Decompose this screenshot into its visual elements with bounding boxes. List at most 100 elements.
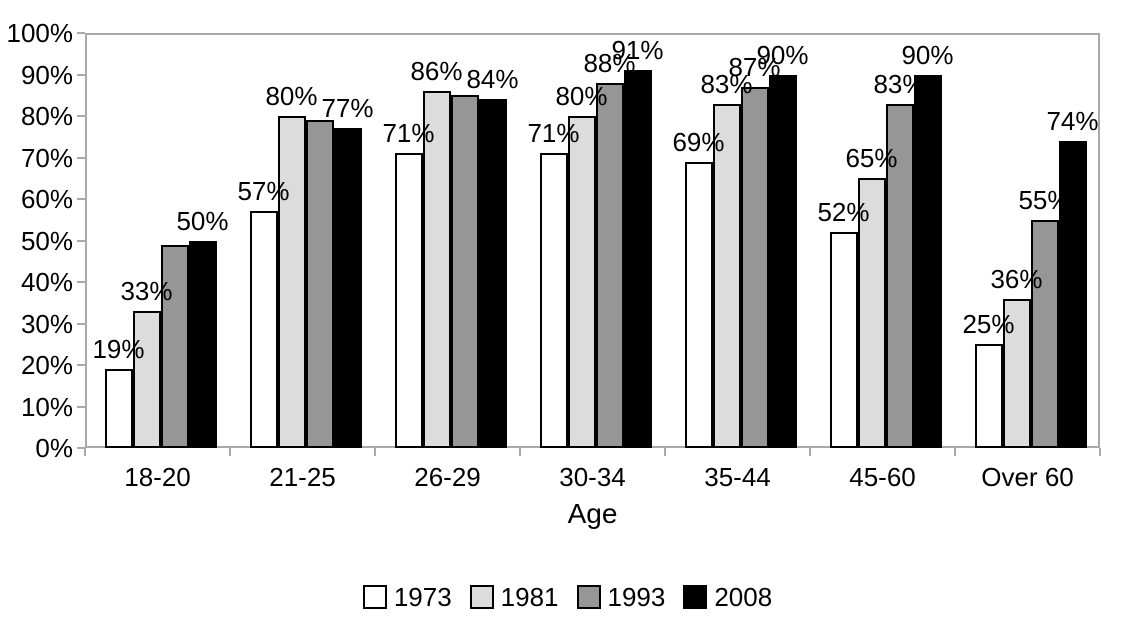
bar-value-label: 57%: [237, 176, 290, 207]
bar-1993-21-25: [305, 120, 334, 448]
y-axis-tick: [77, 239, 85, 242]
bar-value-label: 91%: [611, 35, 664, 66]
y-axis-tick-label: 0%: [35, 433, 73, 463]
bar-2008-21-25: [333, 128, 362, 448]
y-axis-tick-label: 70%: [20, 142, 73, 173]
bar-1973-18-20: [104, 369, 133, 448]
x-axis-category-label: Over 60: [981, 462, 1074, 492]
bar-1993-45-60: [885, 103, 914, 448]
legend-item-1973: 1973: [362, 582, 452, 612]
bar-1981-45-60: [857, 178, 886, 448]
bar-value-label: 65%: [845, 143, 898, 174]
bar-1981-21-25: [277, 116, 306, 448]
bar-1981-18-20: [132, 311, 161, 448]
bar-2008-18-20: [188, 240, 217, 448]
bar-value-label: 74%: [1046, 105, 1099, 136]
bar-value-label: 87%: [728, 51, 781, 82]
x-axis-tick: [229, 448, 231, 456]
y-axis-tick: [77, 115, 85, 117]
y-axis-tick-label: 30%: [20, 308, 73, 339]
bar-value-label: 80%: [265, 81, 318, 111]
x-axis-tick: [954, 448, 956, 456]
bar-value-label: 84%: [466, 64, 519, 95]
bar-2008-26-29: [478, 99, 507, 448]
y-axis-tick-label: 90%: [20, 59, 73, 90]
x-axis-tick: [84, 448, 86, 456]
bar-value-label: 50%: [176, 205, 229, 236]
x-axis-category-label: 35-44: [704, 462, 771, 492]
bar-1993-Over 60: [1030, 219, 1059, 448]
bar-1973-35-44: [684, 161, 713, 448]
x-axis-tick: [809, 448, 811, 456]
bar-1973-26-29: [394, 153, 423, 448]
legend: 1973 1981 1993 2008: [0, 582, 1135, 612]
bar-1993-18-20: [160, 244, 189, 448]
bar-value-label: 77%: [321, 93, 374, 124]
bar-value-label: 88%: [583, 47, 636, 78]
x-axis-tick: [1099, 448, 1101, 456]
bar-1981-Over 60: [1002, 298, 1031, 448]
y-axis-tick-label: 10%: [20, 391, 73, 422]
bar-value-label: 33%: [120, 276, 173, 307]
y-axis-tick: [77, 73, 85, 76]
bar-value-label: 90%: [756, 39, 809, 70]
y-axis-tick: [77, 364, 85, 366]
y-axis-tick: [77, 447, 85, 449]
y-axis-tick-label: 60%: [20, 184, 73, 214]
legend-label: 1993: [607, 582, 666, 612]
legend-swatch-icon: [362, 585, 387, 609]
x-axis-title: Age: [567, 498, 618, 529]
bar-value-label: 90%: [901, 39, 954, 70]
y-axis-tick: [77, 198, 85, 200]
legend-item-2008: 2008: [683, 582, 772, 612]
y-axis-tick-label: 40%: [20, 267, 73, 297]
legend-swatch-icon: [576, 585, 601, 609]
bar-value-label: 52%: [817, 197, 870, 228]
bar-2008-Over 60: [1058, 140, 1087, 448]
x-axis-category-label: 18-20: [124, 462, 191, 492]
y-axis-tick: [77, 322, 85, 325]
y-axis-tick: [77, 156, 85, 159]
legend-item-1981: 1981: [469, 582, 559, 612]
y-axis-tick-label: 100%: [6, 18, 74, 48]
bar-2008-30-34: [623, 70, 652, 448]
x-axis-tick: [374, 448, 376, 456]
bar-1981-35-44: [712, 103, 741, 448]
y-axis-tick: [77, 281, 85, 283]
y-axis-tick: [77, 405, 85, 408]
bar-1973-Over 60: [974, 344, 1003, 448]
bar-1973-45-60: [829, 232, 858, 448]
bar-value-label: 71%: [527, 118, 580, 149]
x-axis-category-label: 26-29: [414, 462, 481, 492]
bar-value-label: 25%: [962, 309, 1015, 340]
bar-value-label: 83%: [700, 68, 753, 99]
bar-value-label: 83%: [873, 68, 926, 99]
legend-label: 1973: [393, 582, 452, 612]
x-axis-category-label: 21-25: [269, 462, 336, 492]
y-axis-tick: [77, 32, 85, 34]
x-axis-category-label: 30-34: [559, 462, 626, 492]
bar-1981-26-29: [422, 91, 451, 448]
bar-2008-45-60: [913, 74, 942, 448]
y-axis-tick-label: 20%: [20, 350, 73, 380]
legend-label: 1981: [500, 582, 559, 612]
bar-value-label: 86%: [410, 56, 463, 87]
bar-1981-30-34: [567, 116, 596, 448]
legend-swatch-icon: [683, 585, 708, 609]
bar-value-label: 19%: [92, 334, 145, 365]
bar-value-label: 55%: [1018, 184, 1071, 215]
bar-1973-30-34: [539, 153, 568, 448]
bar-value-label: 80%: [555, 81, 608, 111]
bar-value-label: 36%: [990, 263, 1043, 294]
x-axis-tick: [519, 448, 521, 456]
x-axis-category-label: 45-60: [849, 462, 916, 492]
y-axis-tick-label: 80%: [20, 101, 73, 131]
bar-2008-35-44: [768, 74, 797, 448]
bar-value-label: 71%: [382, 118, 435, 149]
legend-label: 2008: [714, 582, 773, 612]
bar-1973-21-25: [249, 211, 278, 448]
bar-1993-30-34: [595, 82, 624, 448]
y-axis-tick-label: 50%: [20, 225, 73, 256]
x-axis-tick: [664, 448, 666, 456]
